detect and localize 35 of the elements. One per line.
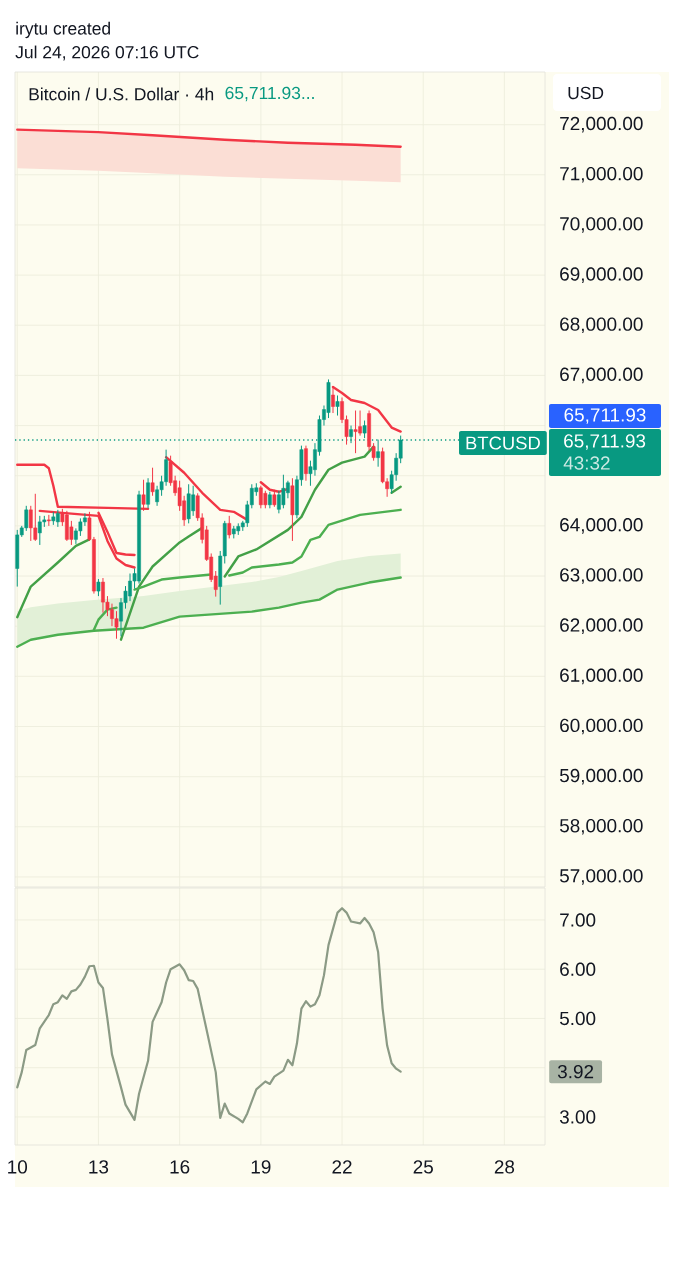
y-tick-label: 71,000.00 [560,166,643,183]
annotation: 65,711.93... [225,86,314,102]
text: irytu created [16,21,110,39]
x-tick-label: 25 [413,1160,433,1174]
x-tick-label: 16 [170,1160,190,1174]
y-tick-label: 59,000.00 [559,768,643,785]
y-tick-label: 72,000.00 [560,116,643,133]
y-tick-label: 67,000.00 [560,367,643,384]
text: 65,711.93 [564,434,646,450]
text: Bitcoin / U.S. Dollar · 4h [29,87,214,101]
x-tick-label: 28 [494,1160,515,1174]
y-tick-label: 58,000.00 [559,818,643,835]
y-tick-label: 7.00 [560,913,596,927]
ref-line-label: BTCUSD [466,436,540,450]
y-tick-label: 62,000.00 [560,618,643,635]
x-tick-label: 10 [8,1160,28,1174]
text: 3.92 [557,1064,594,1079]
y-tick-label: 63,000.00 [560,568,643,584]
x-tick-label: 19 [251,1160,271,1174]
y-tick-label: 61,000.00 [560,668,643,685]
y-axis-title: USD [568,86,604,100]
y-tick-label: 57,000.00 [559,869,643,885]
x-tick-label: 22 [332,1160,352,1174]
y-tick-label: 64,000.00 [560,518,643,534]
text: Jul 24, 2026 07:16 UTC [15,45,199,61]
text: 65,711.93 [564,408,646,424]
y-tick-label: 5.00 [559,1011,596,1026]
text: 43:32 [563,456,610,470]
y-tick-label: 68,000.00 [560,317,643,334]
y-tick-label: 3.00 [559,1110,596,1124]
y-tick-label: 60,000.00 [560,718,643,735]
y-tick-label: 69,000.00 [560,267,643,283]
y-tick-label: 70,000.00 [560,217,643,233]
x-tick-label: 13 [89,1160,109,1174]
y-tick-label: 6.00 [560,962,596,976]
